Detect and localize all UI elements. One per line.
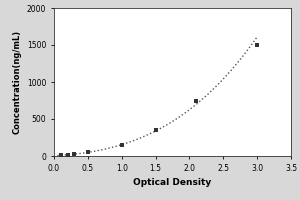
Y-axis label: Concentration(ng/mL): Concentration(ng/mL) xyxy=(12,30,21,134)
X-axis label: Optical Density: Optical Density xyxy=(134,178,212,187)
